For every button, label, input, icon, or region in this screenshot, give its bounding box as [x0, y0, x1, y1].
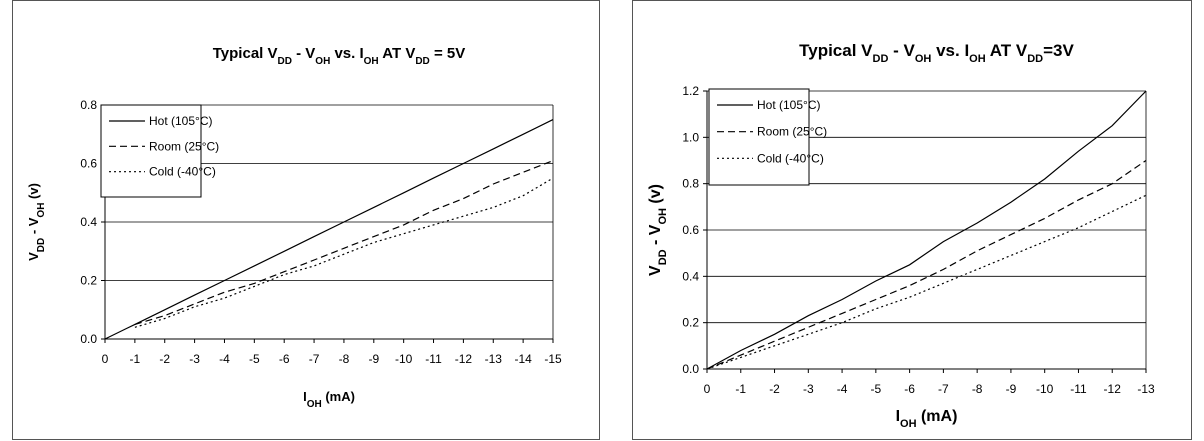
x-axis-label: IOH (mA)	[303, 389, 355, 410]
x-tick-label: -6	[279, 352, 290, 366]
y-tick-label: 0.2	[80, 274, 97, 288]
x-tick-label: -2	[159, 352, 170, 366]
legend-label: Hot (105°C)	[757, 98, 821, 112]
y-tick-label: 0.6	[682, 223, 699, 237]
legend-label: Room (25°C)	[149, 139, 219, 153]
y-tick-label: 0.0	[80, 332, 97, 346]
y-tick-label: 0.8	[80, 98, 97, 112]
x-tick-label: -9	[1006, 382, 1017, 396]
x-tick-label: -10	[395, 352, 413, 366]
x-tick-label: -3	[803, 382, 814, 396]
y-axis-label: VDD - VOH (v)	[26, 183, 47, 261]
x-tick-label: -11	[1070, 382, 1087, 396]
x-tick-label: -4	[219, 352, 230, 366]
legend-label: Cold (-40°C)	[757, 151, 824, 165]
y-tick-label: 0.4	[80, 215, 97, 229]
x-tick-label: -3	[189, 352, 200, 366]
y-tick-label: 0.4	[682, 269, 699, 283]
series-line-solid	[104, 119, 554, 340]
chart-title: Typical VDD - VOH vs. IOH AT VDD = 5V	[213, 45, 465, 67]
x-tick-label: -12	[455, 352, 473, 366]
series-line-dashed	[134, 160, 554, 325]
x-tick-label: -7	[938, 382, 949, 396]
legend: Hot (105°C) Room (25°C) Cold (-40°C)	[100, 104, 219, 198]
x-axis-label: IOH (mA)	[896, 408, 958, 430]
y-tick-label: 1.2	[682, 84, 699, 98]
x-tick-label: -4	[837, 382, 848, 396]
y-tick-label: 0.8	[682, 177, 699, 191]
legend-label: Cold (-40°C)	[149, 165, 216, 179]
x-tick-label: 0	[102, 352, 109, 366]
y-tick-label: 0.6	[80, 157, 97, 171]
x-tick-label: -2	[769, 382, 780, 396]
chart-vdd-3v: Typical VDD - VOH vs. IOH AT VDD=3V 0.0 0.…	[647, 41, 1155, 430]
x-tick-label: -9	[368, 352, 379, 366]
chart-panel-vdd-3v: Typical VDD - VOH vs. IOH AT VDD=3V 0.0 0.…	[632, 0, 1192, 440]
legend-box	[708, 88, 810, 186]
y-tick-label: 1.0	[682, 130, 699, 144]
legend-box	[100, 104, 202, 198]
x-tick-label: -8	[972, 382, 983, 396]
x-tick-label: -1	[130, 352, 141, 366]
y-axis-label: VDD - VOH (v)	[647, 184, 669, 276]
legend-label: Room (25°C)	[757, 125, 827, 139]
series-line-dotted	[134, 177, 554, 328]
chart-panel-vdd-5v: Typical VDD - VOH vs. IOH AT VDD = 5V 0.0…	[12, 0, 600, 440]
series-line-dashed	[706, 160, 1147, 370]
legend: Hot (105°C) Room (25°C) Cold (-40°C)	[708, 88, 827, 186]
x-tick-label: -10	[1036, 382, 1054, 396]
x-tick-label: -11	[425, 352, 442, 366]
x-tick-label: -7	[309, 352, 320, 366]
x-tick-label: -5	[249, 352, 260, 366]
legend-label: Hot (105°C)	[149, 114, 213, 128]
x-tick-label: -5	[871, 382, 882, 396]
x-tick-label: -12	[1104, 382, 1122, 396]
x-tick-label: -6	[904, 382, 915, 396]
chart-vdd-5v: Typical VDD - VOH vs. IOH AT VDD = 5V 0.0…	[26, 45, 562, 410]
x-tick-label: 0	[704, 382, 711, 396]
x-tick-label: -8	[339, 352, 350, 366]
y-tick-label: 0.2	[682, 316, 699, 330]
y-tick-label: 0.0	[682, 362, 699, 376]
x-tick-label: -15	[544, 352, 562, 366]
series-line-solid	[706, 90, 1147, 370]
x-tick-label: -13	[485, 352, 503, 366]
x-tick-label: -14	[514, 352, 532, 366]
chart-title: Typical VDD - VOH vs. IOH AT VDD=3V	[799, 41, 1074, 65]
x-tick-label: -13	[1137, 382, 1155, 396]
x-tick-label: -1	[735, 382, 746, 396]
series-line-dotted	[706, 194, 1147, 370]
